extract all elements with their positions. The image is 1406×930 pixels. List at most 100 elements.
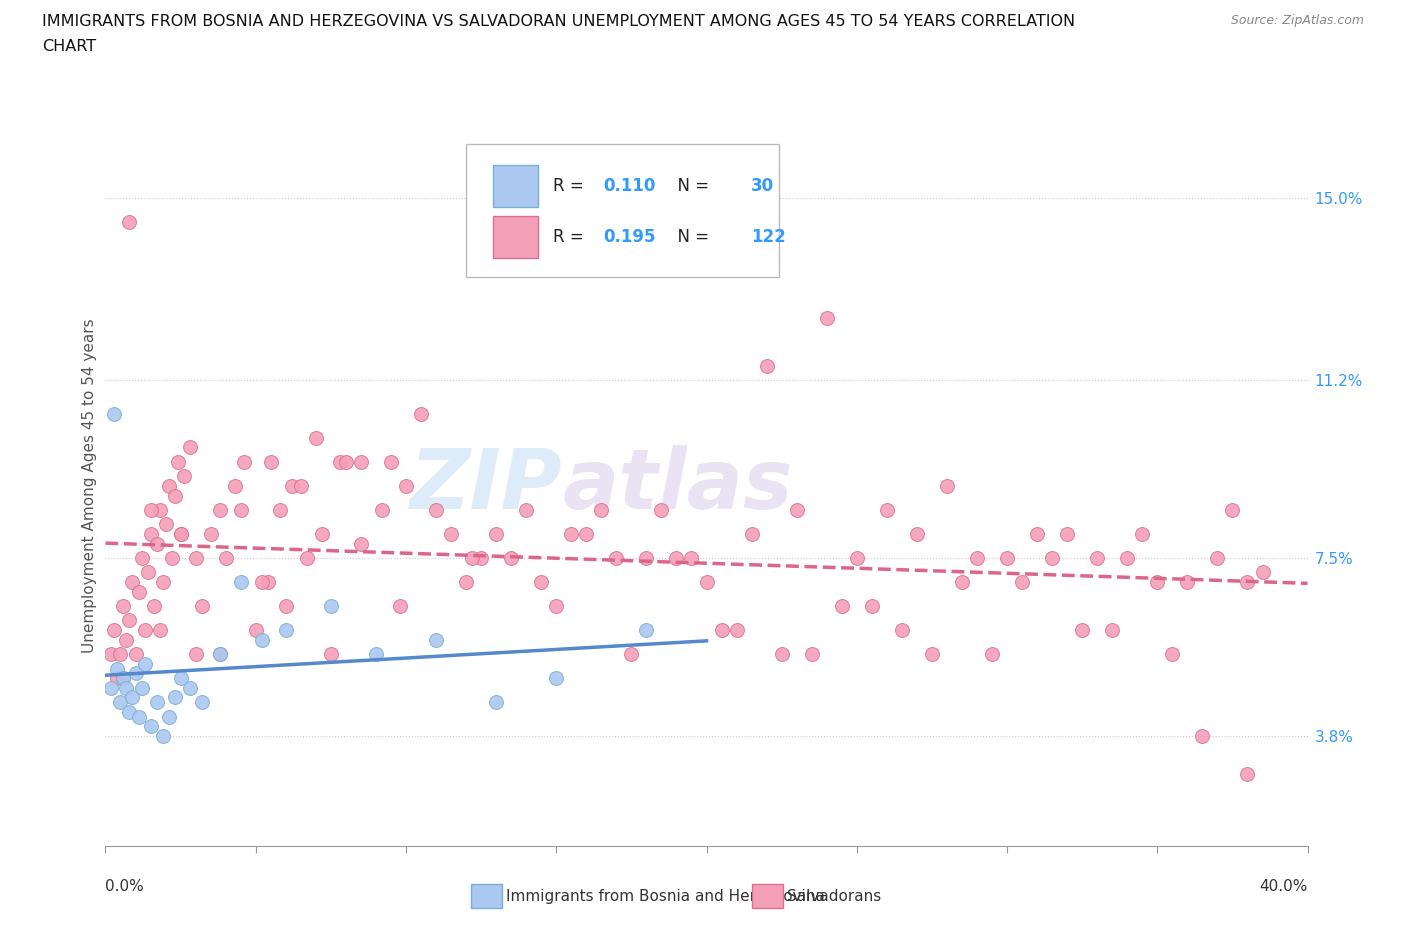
Point: [485, 526, 508, 541]
Point: [725, 623, 748, 638]
Point: [274, 599, 297, 614]
Point: [128, 710, 150, 724]
Text: CHART: CHART: [42, 39, 96, 54]
Point: [800, 646, 823, 661]
Point: [184, 551, 207, 565]
Point: [1056, 526, 1078, 541]
Point: [139, 502, 162, 517]
Point: [269, 502, 291, 517]
Point: [128, 584, 150, 599]
Point: [184, 646, 207, 661]
Point: [148, 623, 170, 638]
Point: [103, 623, 125, 638]
Point: [1206, 551, 1229, 565]
Point: [1026, 526, 1049, 541]
Point: [650, 502, 672, 517]
Text: R =: R =: [553, 228, 589, 246]
Bar: [492, 217, 538, 259]
Point: [281, 479, 304, 494]
Point: [591, 502, 613, 517]
Point: [329, 455, 352, 470]
Point: [250, 632, 273, 647]
Point: [831, 599, 853, 614]
Bar: [492, 166, 538, 207]
Point: [936, 479, 959, 494]
Point: [440, 526, 463, 541]
Point: [107, 661, 129, 676]
Point: [160, 551, 183, 565]
Point: [560, 526, 582, 541]
Point: [1130, 526, 1153, 541]
Point: [335, 455, 357, 470]
Point: [256, 575, 278, 590]
Point: [860, 599, 883, 614]
Point: [232, 455, 254, 470]
Text: Salvadorans: Salvadorans: [787, 889, 882, 904]
Point: [131, 551, 153, 565]
Point: [815, 311, 838, 325]
Point: [107, 671, 129, 685]
Point: [200, 526, 222, 541]
Text: Source: ZipAtlas.com: Source: ZipAtlas.com: [1230, 14, 1364, 27]
Point: [1191, 728, 1213, 743]
Point: [845, 551, 868, 565]
Point: [470, 551, 492, 565]
Point: [118, 613, 141, 628]
Point: [546, 599, 568, 614]
Point: [274, 623, 297, 638]
Point: [350, 455, 373, 470]
Text: atlas: atlas: [562, 445, 793, 526]
Point: [921, 646, 943, 661]
FancyBboxPatch shape: [465, 143, 779, 277]
Point: [1251, 565, 1274, 580]
Point: [139, 526, 162, 541]
Point: [224, 479, 246, 494]
Point: [395, 479, 418, 494]
Point: [157, 710, 180, 724]
Point: [112, 671, 135, 685]
Point: [124, 646, 146, 661]
Point: [1222, 502, 1244, 517]
Point: [115, 632, 138, 647]
Point: [515, 502, 537, 517]
Point: [1175, 575, 1198, 590]
Point: [409, 406, 432, 421]
Point: [636, 551, 658, 565]
Point: [665, 551, 688, 565]
Point: [190, 599, 212, 614]
Point: [319, 599, 342, 614]
Point: [100, 681, 122, 696]
Point: [124, 666, 146, 681]
Y-axis label: Unemployment Among Ages 45 to 54 years: Unemployment Among Ages 45 to 54 years: [82, 319, 97, 653]
Point: [741, 526, 763, 541]
Text: 40.0%: 40.0%: [1260, 879, 1308, 894]
Point: [1161, 646, 1184, 661]
Point: [461, 551, 484, 565]
Point: [179, 681, 201, 696]
Point: [530, 575, 553, 590]
Point: [575, 526, 598, 541]
Point: [1116, 551, 1139, 565]
Point: [121, 690, 143, 705]
Point: [260, 455, 283, 470]
Point: [681, 551, 703, 565]
Point: [620, 646, 643, 661]
Point: [229, 502, 252, 517]
Point: [166, 455, 188, 470]
Point: [148, 502, 170, 517]
Point: [710, 623, 733, 638]
Text: 0.110: 0.110: [603, 177, 655, 195]
Point: [110, 646, 132, 661]
Point: [1236, 575, 1258, 590]
Point: [636, 623, 658, 638]
Point: [100, 646, 122, 661]
Text: 0.0%: 0.0%: [105, 879, 145, 894]
Point: [118, 214, 141, 229]
Point: [425, 632, 447, 647]
Point: [169, 671, 191, 685]
Point: [1011, 575, 1033, 590]
Point: [190, 695, 212, 710]
Point: [755, 358, 778, 373]
Point: [169, 526, 191, 541]
Point: [1040, 551, 1063, 565]
